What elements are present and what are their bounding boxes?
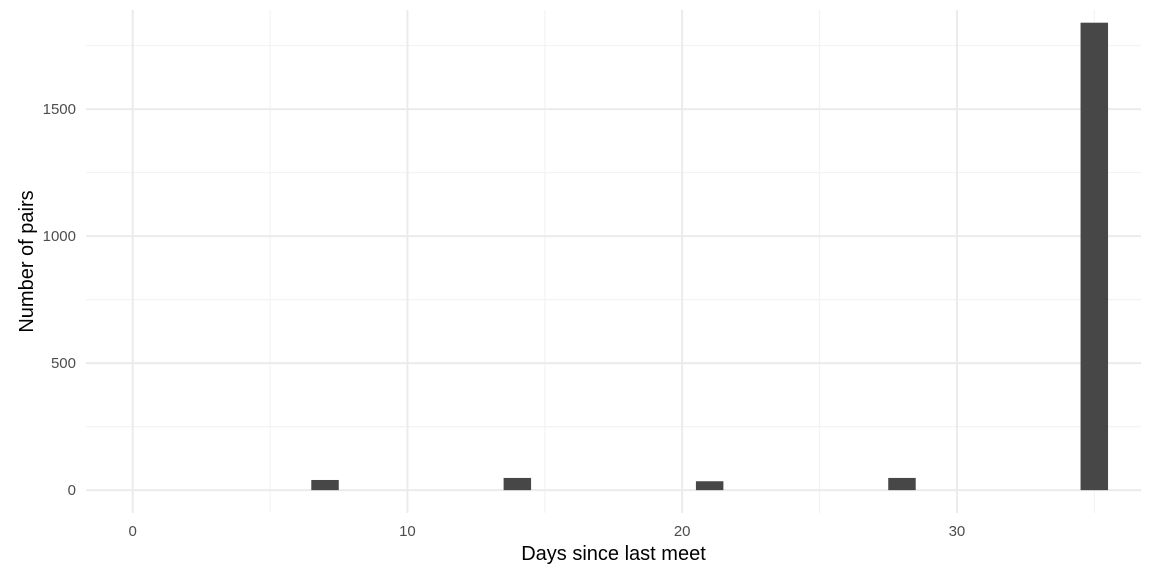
x-tick-label: 0 bbox=[129, 523, 137, 540]
x-axis-title: Days since last meet bbox=[521, 543, 706, 565]
histogram-bar bbox=[888, 477, 916, 491]
y-axis-title: Number of pairs bbox=[16, 190, 38, 332]
x-axis-tick-labels: 0 10 20 30 bbox=[129, 523, 966, 540]
x-tick-label: 10 bbox=[399, 523, 416, 540]
y-tick-label: 1000 bbox=[43, 228, 76, 245]
minor-gridlines bbox=[86, 10, 1141, 513]
y-tick-label: 1500 bbox=[43, 101, 76, 118]
y-axis-tick-labels: 0 500 1000 1500 bbox=[43, 101, 76, 499]
y-tick-label: 0 bbox=[68, 482, 76, 499]
histogram-bar bbox=[695, 481, 724, 491]
major-gridlines bbox=[86, 10, 1141, 513]
histogram-bar bbox=[311, 479, 339, 491]
x-tick-label: 30 bbox=[949, 523, 966, 540]
histogram-bar bbox=[503, 477, 532, 491]
y-tick-label: 500 bbox=[51, 355, 76, 372]
bars bbox=[311, 22, 1109, 491]
histogram-bar bbox=[1080, 22, 1109, 491]
x-tick-label: 20 bbox=[674, 523, 691, 540]
